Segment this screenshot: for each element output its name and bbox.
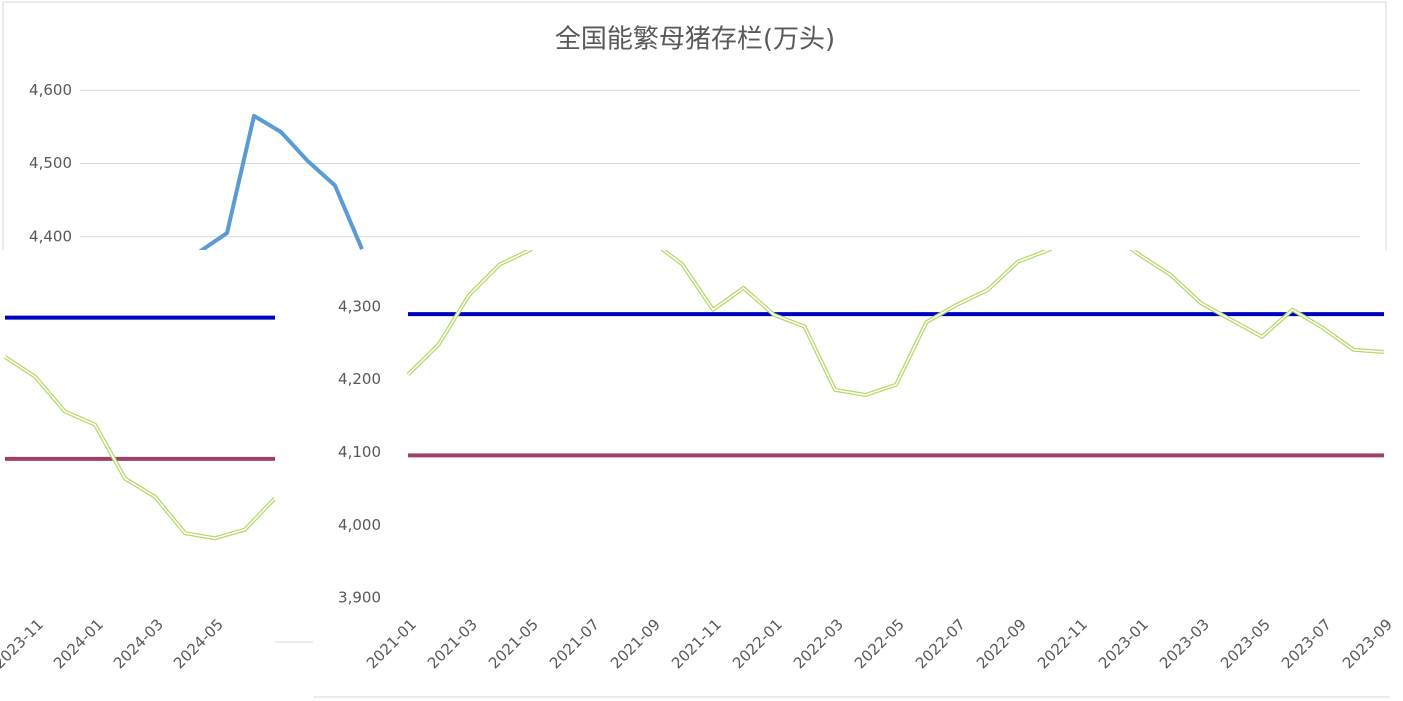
series-group: [406, 250, 1385, 458]
y-tick-label: 4,400: [29, 227, 72, 245]
background-chart: 4,400 4,500 4,600: [29, 81, 1360, 254]
y-tick-label: 4,500: [29, 154, 72, 172]
left-panel: [0, 250, 275, 701]
y-tick-label: 4,100: [338, 443, 381, 461]
y-tick-label: 3,900: [338, 589, 381, 607]
y-tick-label: 4,000: [338, 516, 381, 534]
series-group: [198, 113, 364, 254]
series-line-core: [4, 356, 275, 540]
series-line: [198, 113, 364, 254]
chart-title: 全国能繁母猪存栏(万头): [555, 25, 835, 55]
series-line-core: [407, 250, 1385, 396]
right-panel: [313, 250, 1390, 701]
y-tick-label: 4,600: [29, 81, 72, 99]
series-group: [3, 315, 275, 541]
y-tick-label: 4,200: [338, 370, 381, 388]
y-tick-label: 4,300: [338, 297, 381, 315]
